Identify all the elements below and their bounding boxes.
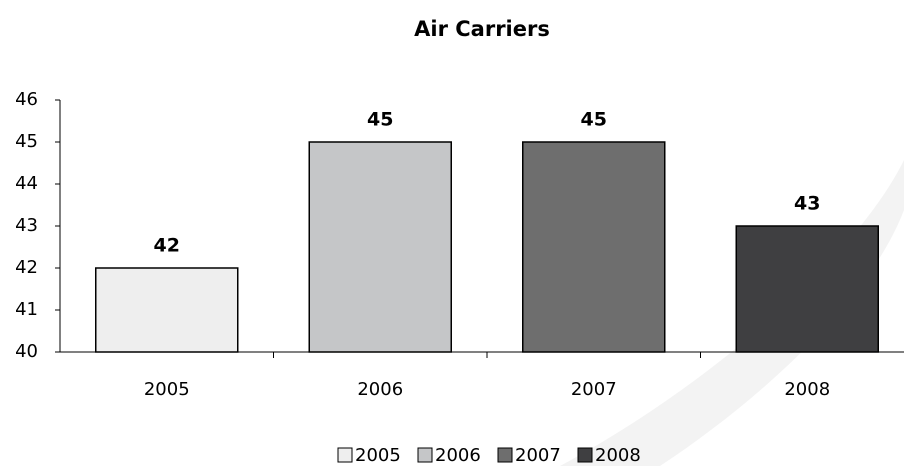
data-label: 45: [581, 109, 607, 131]
y-tick-label: 46: [15, 89, 38, 110]
legend-label: 2006: [435, 445, 481, 466]
data-label: 43: [794, 193, 820, 215]
data-label: 42: [154, 235, 180, 257]
legend-swatch: [497, 447, 513, 463]
legend-swatch: [417, 447, 433, 463]
bar: [522, 141, 666, 353]
legend-label: 2008: [595, 445, 641, 466]
y-tick-label: 42: [15, 257, 38, 278]
legend-swatch: [337, 447, 353, 463]
x-tick-label: 2005: [144, 379, 190, 400]
y-tick-label: 41: [15, 299, 38, 320]
bar: [735, 225, 879, 353]
x-tick-label: 2008: [784, 379, 830, 400]
legend-label: 2005: [355, 445, 401, 466]
bar: [308, 141, 452, 353]
chart-title: Air Carriers: [414, 17, 550, 41]
y-tick-label: 44: [15, 173, 38, 194]
y-tick-label: 45: [15, 131, 38, 152]
legend-label: 2007: [515, 445, 561, 466]
data-label: 45: [367, 109, 393, 131]
y-tick-label: 40: [15, 341, 38, 362]
bar: [95, 267, 239, 353]
x-tick-label: 2007: [571, 379, 617, 400]
legend-swatch: [577, 447, 593, 463]
x-tick-label: 2006: [357, 379, 403, 400]
y-tick-label: 43: [15, 215, 38, 236]
